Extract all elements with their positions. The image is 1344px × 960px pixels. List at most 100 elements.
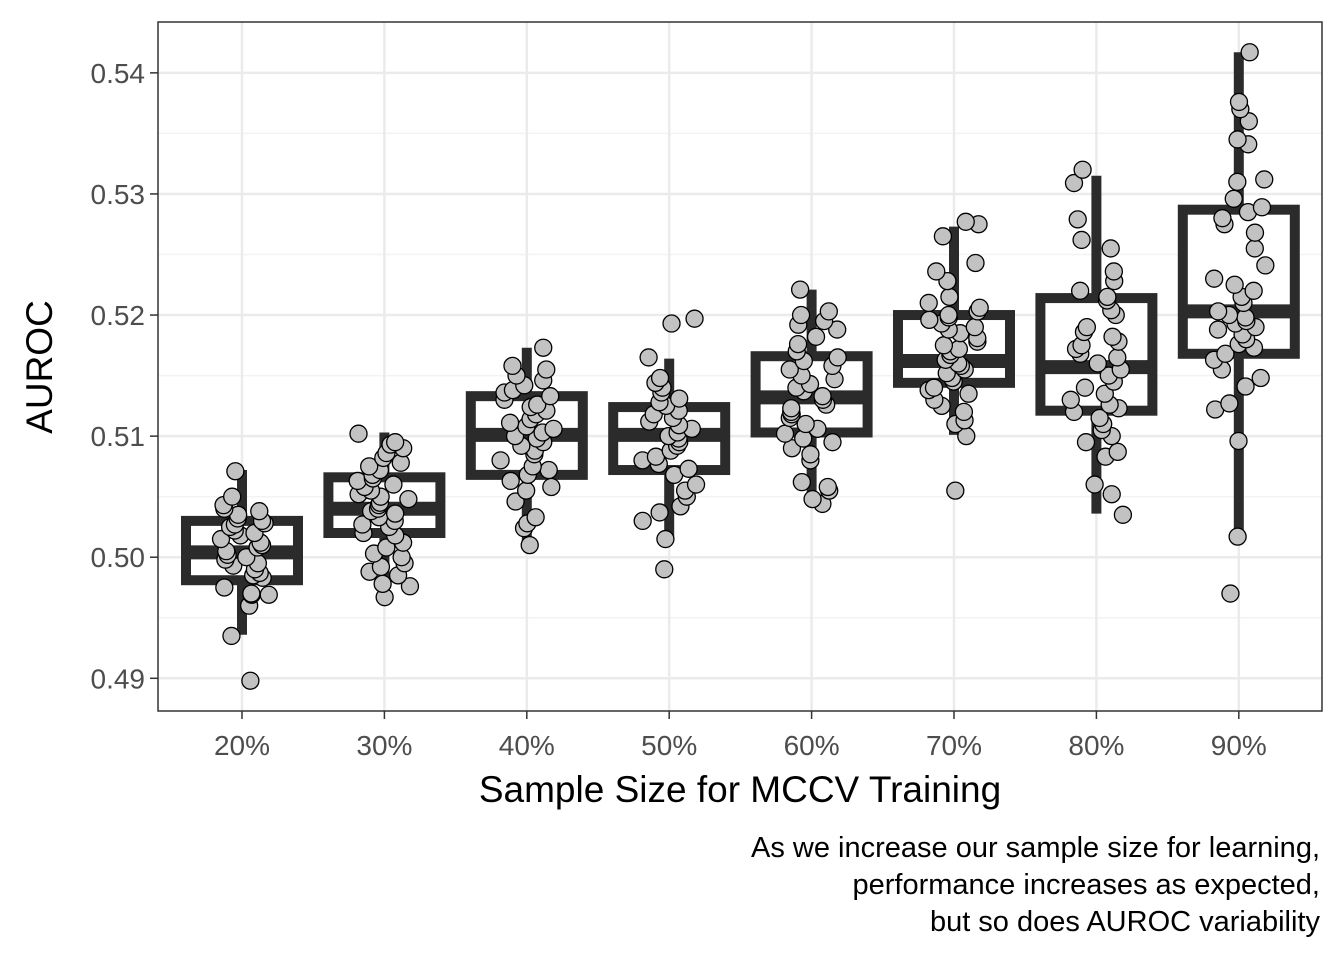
data-point bbox=[541, 387, 560, 406]
data-point bbox=[965, 317, 984, 337]
data-point bbox=[1104, 262, 1124, 281]
data-point bbox=[537, 360, 556, 379]
data-point bbox=[1229, 92, 1249, 112]
data-point bbox=[823, 433, 842, 452]
data-point bbox=[1098, 287, 1117, 307]
data-point bbox=[1061, 390, 1080, 409]
panel-border bbox=[157, 21, 1323, 712]
y-tick-label: 0.54 bbox=[91, 58, 146, 89]
data-point bbox=[1088, 354, 1107, 373]
caption-line-1: As we increase our sample size for learn… bbox=[751, 832, 1320, 864]
data-point bbox=[1213, 209, 1232, 228]
data-point bbox=[491, 451, 510, 470]
data-point bbox=[920, 310, 939, 330]
data-point bbox=[1228, 172, 1247, 191]
data-point bbox=[1228, 527, 1247, 546]
data-point bbox=[353, 515, 372, 534]
data-point bbox=[373, 574, 392, 594]
y-tick-label: 0.51 bbox=[91, 421, 146, 452]
data-point bbox=[790, 280, 810, 299]
data-point bbox=[796, 414, 815, 434]
data-point bbox=[1070, 281, 1090, 300]
data-point bbox=[1095, 384, 1114, 403]
data-point bbox=[1208, 302, 1228, 321]
x-tick-label: 80% bbox=[1068, 730, 1124, 761]
data-point bbox=[1076, 433, 1096, 452]
data-point bbox=[1090, 408, 1109, 428]
data-point bbox=[956, 212, 975, 231]
data-point bbox=[384, 475, 403, 494]
data-point bbox=[954, 402, 974, 422]
x-tick-label: 70% bbox=[926, 730, 982, 761]
data-point bbox=[1240, 43, 1259, 62]
data-point bbox=[633, 511, 652, 531]
data-point bbox=[782, 399, 801, 418]
data-point bbox=[1085, 475, 1104, 494]
x-tick-label: 50% bbox=[641, 730, 697, 761]
data-point bbox=[399, 489, 418, 509]
data-point bbox=[1072, 230, 1091, 250]
data-point bbox=[1064, 173, 1084, 193]
data-point bbox=[349, 424, 368, 443]
data-point bbox=[650, 368, 670, 388]
data-point bbox=[1245, 239, 1264, 258]
caption-line-2: performance increases as expected, bbox=[853, 869, 1320, 901]
data-point bbox=[788, 334, 808, 354]
data-point bbox=[1077, 317, 1097, 337]
data-point bbox=[360, 457, 379, 476]
data-point bbox=[386, 433, 405, 452]
data-point bbox=[1073, 160, 1092, 179]
data-point bbox=[1113, 505, 1133, 524]
data-point bbox=[685, 309, 704, 328]
data-point bbox=[813, 387, 832, 406]
data-point bbox=[828, 348, 847, 367]
data-point bbox=[933, 227, 953, 246]
x-tick-label: 40% bbox=[499, 730, 555, 761]
data-point bbox=[801, 445, 820, 464]
data-point bbox=[500, 413, 520, 432]
data-point bbox=[939, 305, 958, 325]
data-point bbox=[534, 338, 553, 357]
data-point bbox=[259, 585, 278, 604]
data-point bbox=[970, 298, 989, 317]
data-point bbox=[542, 477, 561, 497]
data-point bbox=[934, 336, 954, 355]
data-point bbox=[1229, 431, 1248, 451]
data-point bbox=[1225, 275, 1244, 294]
data-point bbox=[791, 305, 811, 325]
data-point bbox=[828, 320, 847, 339]
data-point bbox=[775, 424, 795, 443]
y-axis: 0.49 0.50 0.51 0.52 0.53 0.54 bbox=[91, 58, 158, 694]
data-point bbox=[686, 475, 706, 494]
data-point bbox=[506, 492, 525, 511]
data-point bbox=[792, 472, 812, 492]
x-tick-label: 20% bbox=[214, 730, 270, 761]
data-point bbox=[1256, 256, 1275, 275]
data-point bbox=[1244, 281, 1263, 300]
data-point bbox=[803, 489, 822, 509]
data-point bbox=[1068, 210, 1087, 229]
data-point bbox=[241, 671, 260, 690]
data-point bbox=[211, 529, 231, 549]
x-tick-label: 60% bbox=[784, 730, 840, 761]
data-point bbox=[242, 584, 261, 603]
data-point bbox=[501, 471, 520, 491]
data-point bbox=[1108, 348, 1127, 367]
data-point bbox=[949, 339, 969, 359]
data-point bbox=[1221, 584, 1240, 603]
data-point bbox=[780, 360, 799, 379]
data-point bbox=[226, 462, 245, 481]
data-point bbox=[818, 477, 837, 497]
data-point bbox=[250, 502, 269, 521]
data-point bbox=[919, 293, 938, 313]
data-point bbox=[1208, 320, 1228, 339]
data-point bbox=[1220, 394, 1239, 413]
data-point bbox=[639, 348, 658, 367]
data-point bbox=[526, 508, 545, 527]
data-point bbox=[223, 487, 242, 506]
x-axis: 20% 30% 40% 50% 60% 70% 80% 90% bbox=[214, 711, 1267, 761]
data-point bbox=[946, 481, 965, 500]
y-tick-label: 0.49 bbox=[91, 663, 146, 694]
data-point bbox=[1101, 239, 1120, 258]
